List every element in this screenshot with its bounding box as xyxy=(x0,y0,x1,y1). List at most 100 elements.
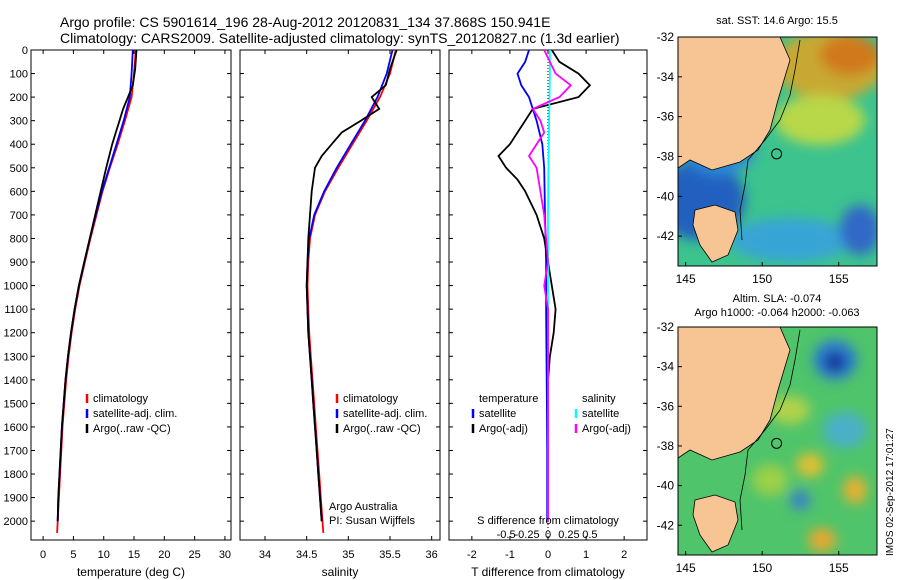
map-x-tick-label: 150 xyxy=(752,272,772,286)
map-x-tick-label: 155 xyxy=(829,272,849,286)
x-tick-label: 10 xyxy=(98,549,110,561)
y-tick-label: 900 xyxy=(10,257,28,269)
sla-map-frame xyxy=(677,326,878,556)
legend-label: satellite-adj. clim. xyxy=(343,408,427,420)
series-line xyxy=(305,49,398,522)
sst-argo-position-marker xyxy=(771,148,783,160)
map-y-tick-label: -32 xyxy=(657,320,675,334)
sst-cool-patch-3 xyxy=(730,218,850,262)
temperature-lines xyxy=(56,49,138,533)
difference-legend: temperature satellite Argo(-adj) salinity sa… xyxy=(471,393,631,435)
legend-label: satellite xyxy=(479,408,516,420)
legend-label: satellite xyxy=(582,408,619,420)
map-y-tick-label: -38 xyxy=(657,149,675,163)
sst-shelf-contour xyxy=(739,39,801,241)
sst-hot-patch xyxy=(820,37,877,75)
s-tick-label: 0.25 xyxy=(558,529,579,541)
x-tick-label: 5 xyxy=(70,549,76,561)
x-tick-label: 20 xyxy=(158,549,170,561)
y-tick-label: 1600 xyxy=(4,422,28,434)
map-x-tick-label: 145 xyxy=(676,561,696,575)
sst-map-frame xyxy=(677,36,878,267)
legend-label: climatology xyxy=(343,393,399,405)
difference-xlabel: T difference from climatology xyxy=(471,565,625,579)
x-tick-label: 0 xyxy=(40,549,46,561)
temperature-xlabel: temperature (deg C) xyxy=(77,565,185,579)
imos-timestamp: IMOS 02-Sep-2012 17:01:27 xyxy=(885,428,896,556)
map-y-tick-label: -42 xyxy=(657,518,675,532)
header-line-1: Argo profile: CS 5901614_196 28-Aug-2012… xyxy=(60,14,550,30)
x-tick-label: 25 xyxy=(189,549,201,561)
y-tick-label: 200 xyxy=(10,92,28,104)
temperature-legend: climatology satellite-adj. clim. Argo(..ra… xyxy=(85,393,177,435)
sla-high-patch-4 xyxy=(808,528,836,552)
map-x-tick-label: 145 xyxy=(676,272,696,286)
sst-cool-patch-4 xyxy=(840,205,877,255)
legend-label: Argo(-adj) xyxy=(479,423,528,435)
x-tick-label: 15 xyxy=(128,549,140,561)
sla-high-patch-5 xyxy=(752,464,788,496)
y-tick-label: 2000 xyxy=(4,516,28,528)
map-y-tick-label: -42 xyxy=(657,229,675,243)
legend-label: temperature xyxy=(479,393,538,405)
sla-australia-mainland xyxy=(678,327,791,461)
map-y-tick-label: -36 xyxy=(657,399,675,413)
y-tick-label: 700 xyxy=(10,210,28,222)
series-line xyxy=(497,49,592,522)
legend-label: Argo(..raw -QC) xyxy=(93,423,171,435)
difference-profile-panel: -2 -1 0 1 2 T difference from climatology S … xyxy=(448,49,648,579)
map-x-tick-label: 155 xyxy=(829,561,849,575)
y-tick-label: 1100 xyxy=(4,304,28,316)
x-tick-label: -1 xyxy=(505,549,515,561)
s-tick-label: 0.5 xyxy=(582,529,597,541)
map-y-tick-label: -40 xyxy=(657,479,675,493)
map-x-tick-label: 150 xyxy=(752,561,772,575)
map-y-tick-label: -32 xyxy=(657,30,675,44)
y-tick-label: 1700 xyxy=(4,445,28,457)
map-y-tick-label: -36 xyxy=(657,110,675,124)
s-difference-label: S difference from climatology xyxy=(477,515,619,527)
map-y-tick-label: -34 xyxy=(657,360,675,374)
salinity-axes-frame xyxy=(239,49,441,541)
x-tick-label: 35.5 xyxy=(379,549,400,561)
y-tick-label: 400 xyxy=(10,139,28,151)
sla-argo-position-marker xyxy=(771,437,783,449)
x-tick-label: 36 xyxy=(426,549,438,561)
salinity-xlabel: salinity xyxy=(322,565,359,579)
header-line-2: Climatology: CARS2009. Satellite-adjuste… xyxy=(60,30,620,46)
pi-label: PI: Susan Wijffels xyxy=(329,515,415,527)
y-tick-label: 0 xyxy=(22,45,28,57)
map-y-tick-label: -34 xyxy=(657,70,675,84)
salinity-legend: climatology satellite-adj. clim. Argo(..ra… xyxy=(335,393,427,435)
x-tick-label: 2 xyxy=(621,549,627,561)
s-tick-label: -0.5 xyxy=(497,529,516,541)
y-tick-label: 300 xyxy=(10,116,28,128)
sla-high-patch xyxy=(770,396,810,424)
y-tick-label: 1200 xyxy=(4,328,28,340)
salinity-ticks: 34 34.5 35 35.5 36 xyxy=(240,49,440,561)
temperature-axes-frame xyxy=(30,49,232,541)
sla-map: Altim. SLA: -0.074 Argo h1000: -0.064 h2… xyxy=(657,293,878,575)
series-line xyxy=(56,49,138,522)
sst-australia-mainland xyxy=(678,37,791,171)
x-tick-label: 34 xyxy=(259,549,271,561)
sla-map-title-line-1: Altim. SLA: -0.074 xyxy=(733,293,822,305)
x-tick-label: 0 xyxy=(545,549,551,561)
x-tick-label: 30 xyxy=(219,549,231,561)
y-tick-label: 1000 xyxy=(4,281,28,293)
sst-yellowgreen-patch xyxy=(775,95,865,145)
legend-label: Argo(..raw -QC) xyxy=(343,423,421,435)
sst-map-title: sat. SST: 14.6 Argo: 15.5 xyxy=(716,15,838,27)
x-tick-label: 1 xyxy=(583,549,589,561)
y-tick-label: 500 xyxy=(10,163,28,175)
x-tick-label: 34.5 xyxy=(296,549,317,561)
s-tick-label: 0 xyxy=(545,529,551,541)
legend-label: climatology xyxy=(93,393,149,405)
x-tick-label: -2 xyxy=(467,549,477,561)
map-y-tick-label: -40 xyxy=(657,189,675,203)
s-tick-label: -0.25 xyxy=(515,529,540,541)
sla-tasmania xyxy=(692,494,739,553)
y-tick-label: 1800 xyxy=(4,469,28,481)
y-tick-label: 100 xyxy=(10,69,28,81)
y-tick-label: 1400 xyxy=(4,375,28,387)
